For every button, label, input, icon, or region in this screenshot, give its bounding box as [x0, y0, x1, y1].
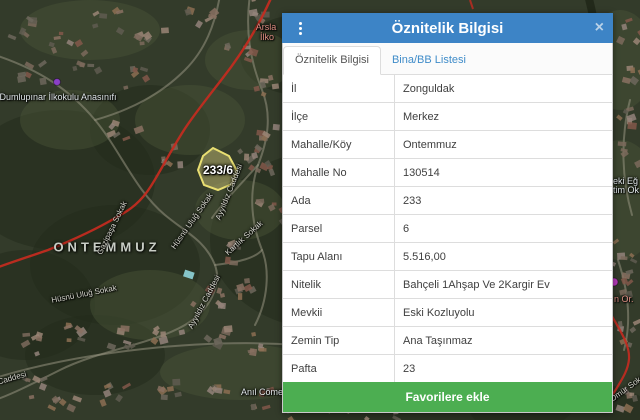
row-label: Pafta [283, 354, 395, 382]
table-row: Mahalle/Köy Ontemmuz [283, 130, 612, 159]
table-row: Mevkii Eski Kozluyolu [283, 298, 612, 327]
district-boundary-line-2 [608, 310, 631, 397]
menu-dots-icon[interactable] [291, 18, 309, 38]
row-value: 5.516,00 [394, 242, 612, 271]
row-label: İl [283, 75, 395, 103]
tab-bina-bb-listesi[interactable]: Bina/BB Listesi [391, 53, 466, 66]
add-to-favorites-button[interactable]: Favorilere ekle [283, 382, 612, 412]
table-row: Parsel 6 [283, 214, 612, 243]
row-value: 130514 [394, 158, 612, 187]
row-label: Zemin Tip [283, 326, 395, 355]
row-label: İlçe [283, 102, 395, 131]
district-boundary-line [0, 0, 272, 268]
row-label: Mahalle/Köy [283, 130, 395, 159]
tab-bar: Öznitelik Bilgisi Bina/BB Listesi [283, 43, 612, 75]
panel-body: Öznitelik Bilgisi Bina/BB Listesi İl Zongu… [282, 43, 613, 413]
attribute-table: İl Zonguldak İlçe Merkez Mahalle/Köy Ontemmuz… [283, 75, 612, 382]
tab-oznitelik-bilgisi[interactable]: Öznitelik Bilgisi [283, 45, 381, 75]
table-row: Nitelik Bahçeli 1Ahşap Ve 2Kargir Ev [283, 270, 612, 299]
row-value: 6 [394, 214, 612, 243]
row-value: Merkez [394, 102, 612, 131]
table-row: Zemin Tip Ana Taşınmaz [283, 326, 612, 355]
row-label: Mevkii [283, 298, 395, 327]
attribute-panel: Öznitelik Bilgisi × Öznitelik Bilgisi Bin… [282, 13, 613, 413]
row-label: Nitelik [283, 270, 395, 299]
row-label: Tapu Alanı [283, 242, 395, 271]
panel-header: Öznitelik Bilgisi × [282, 13, 613, 43]
table-row: İlçe Merkez [283, 102, 612, 131]
row-value: 233 [394, 186, 612, 215]
row-label: Mahalle No [283, 158, 395, 187]
panel-title: Öznitelik Bilgisi [391, 19, 504, 37]
row-value: Zonguldak [403, 82, 455, 95]
selected-parcel-233-6[interactable] [196, 146, 239, 192]
table-row: Tapu Alanı 5.516,00 [283, 242, 612, 271]
row-label: Ada [283, 186, 395, 215]
table-row: Mahalle No 130514 [283, 158, 612, 187]
row-value: Bahçeli 1Ahşap Ve 2Kargir Ev [394, 270, 612, 299]
table-row: İl Zonguldak [283, 75, 612, 103]
row-value: Eski Kozluyolu [394, 298, 612, 327]
row-value: Ana Taşınmaz [394, 326, 612, 355]
close-icon[interactable]: × [594, 19, 604, 36]
table-row: Pafta 23 [283, 354, 612, 382]
cyan-roof-building [183, 269, 195, 280]
row-value: Ontemmuz [394, 130, 612, 159]
row-label: Parsel [283, 214, 395, 243]
table-row: Ada 233 [283, 186, 612, 215]
row-value: 23 [394, 354, 612, 382]
poi-marker [53, 78, 61, 86]
district-boundary-tick [469, 0, 474, 10]
